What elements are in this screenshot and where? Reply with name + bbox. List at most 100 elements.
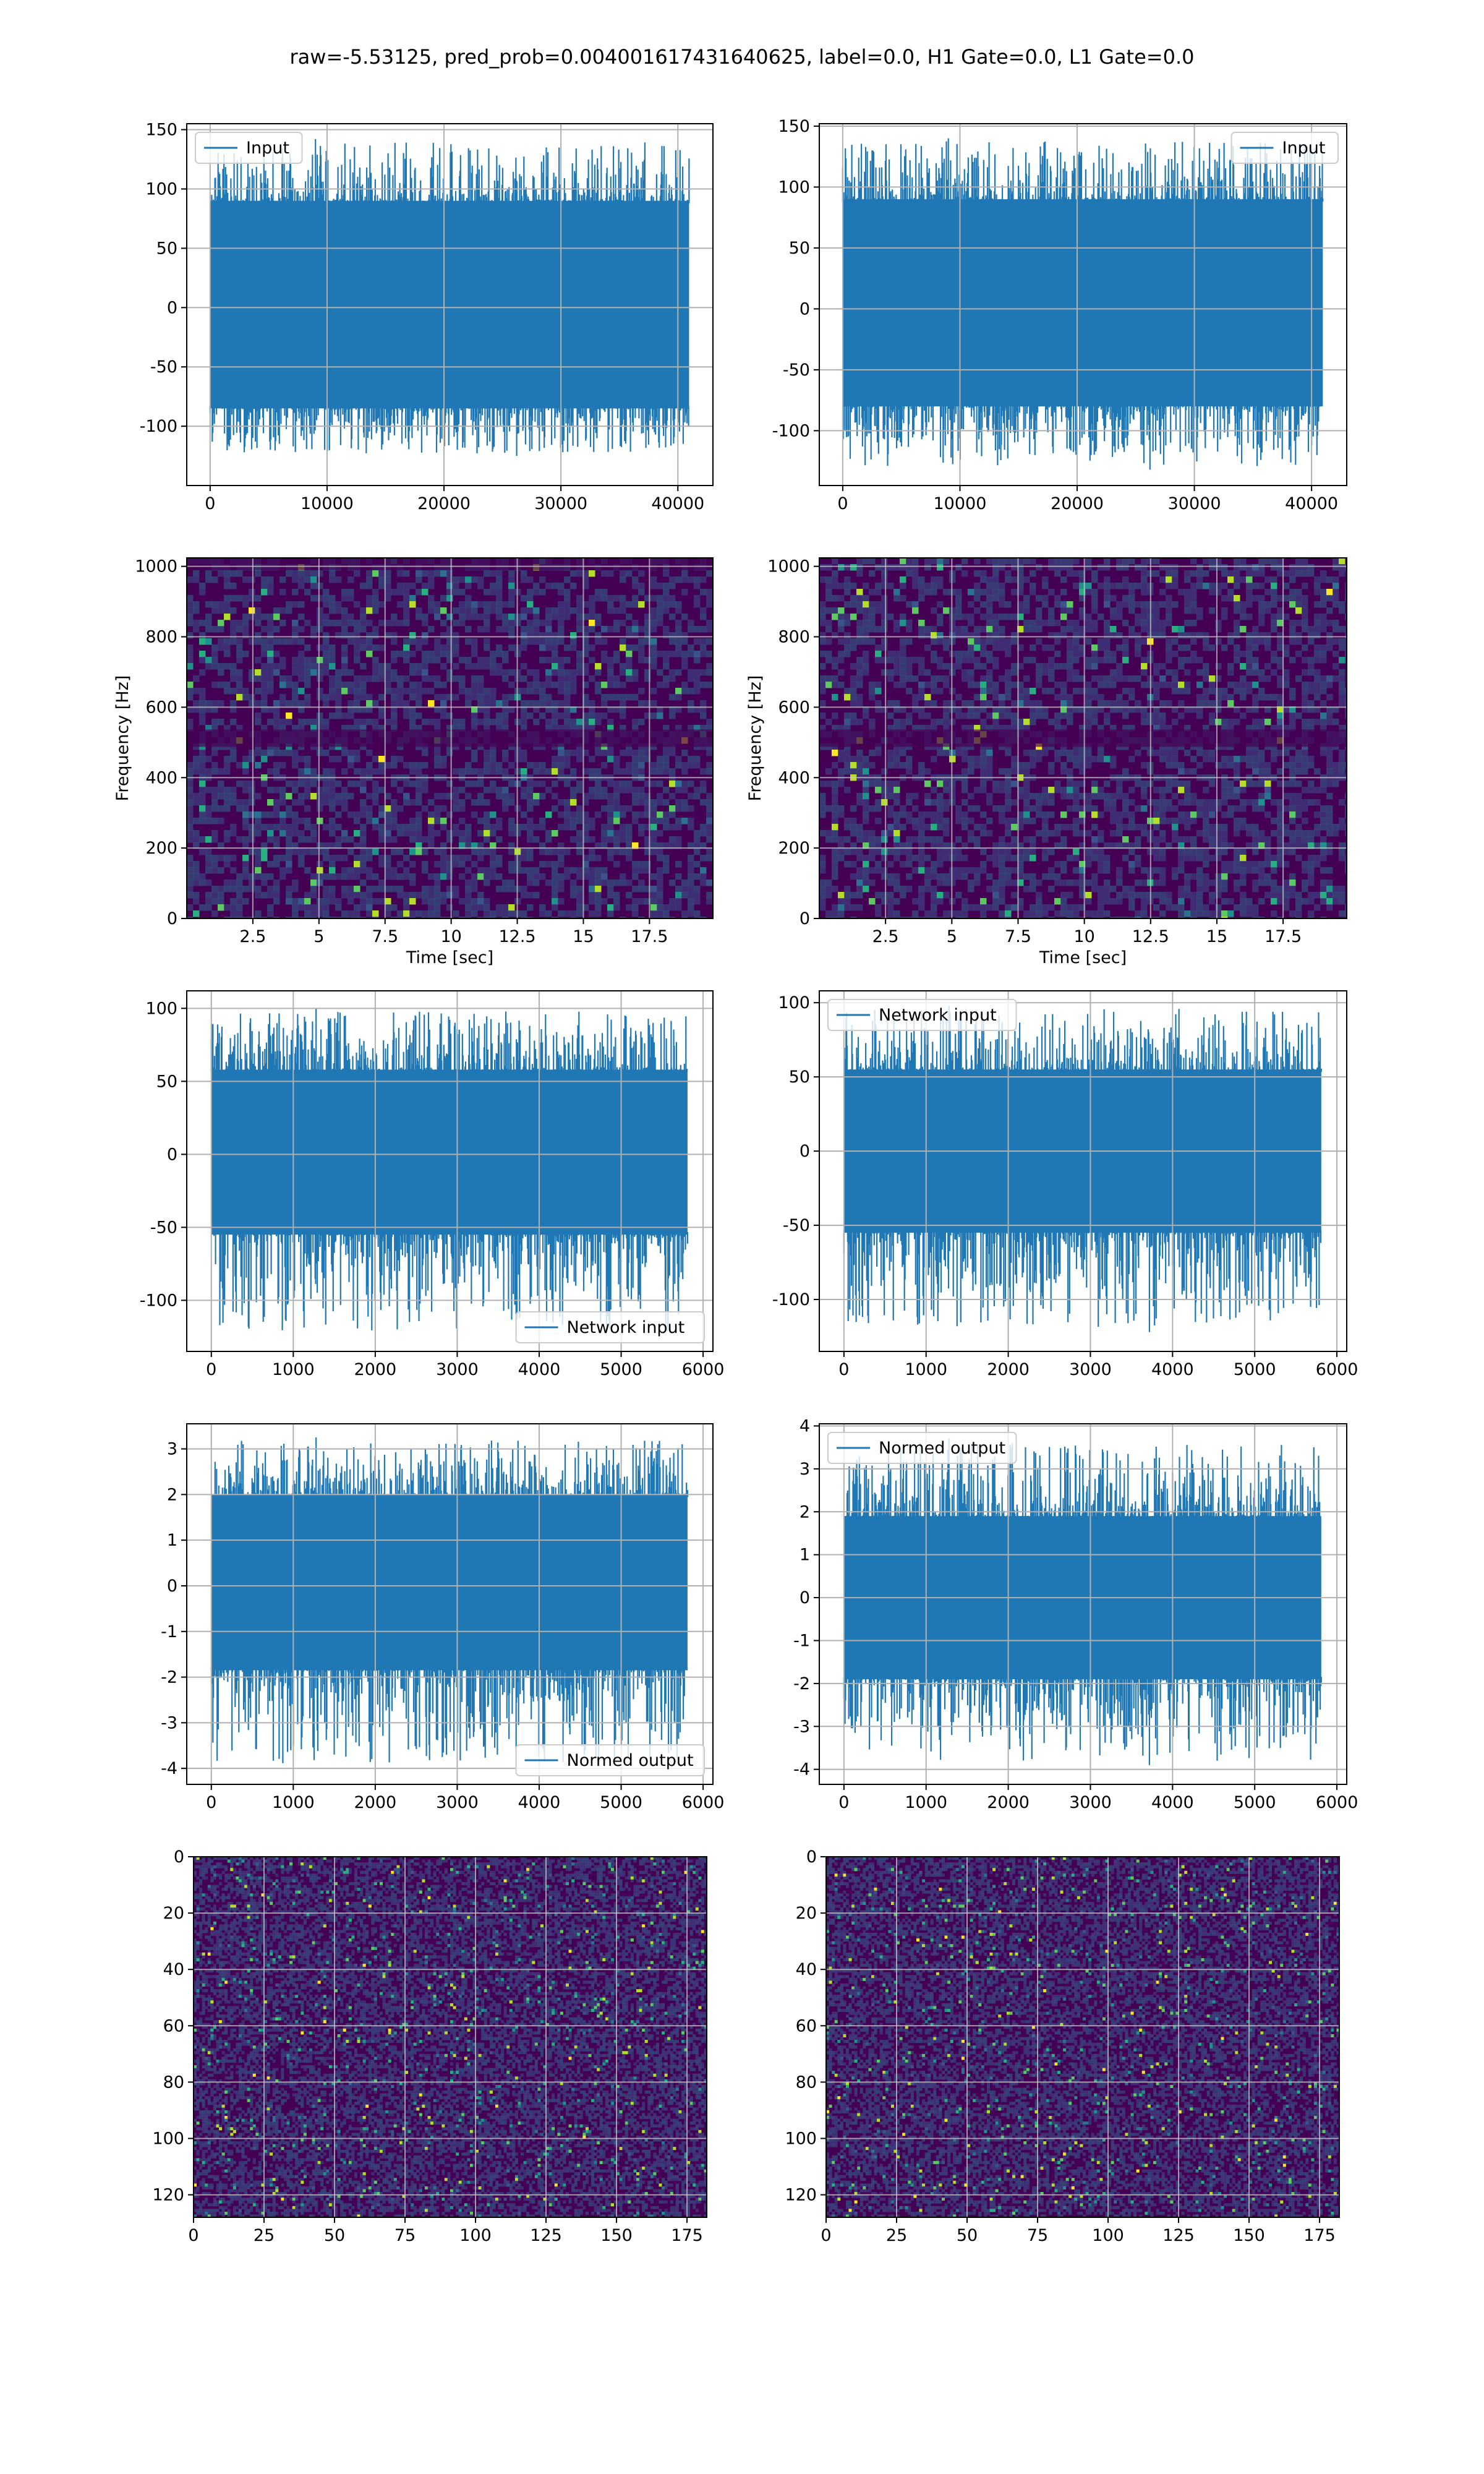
y-tick-label: 100 (145, 999, 177, 1018)
grid (819, 1424, 1347, 1784)
x-tick-label: 5000 (1234, 1793, 1276, 1812)
legend-label: Normed output (567, 1751, 694, 1770)
series-band (842, 199, 1323, 406)
x-tick-label: 25 (254, 2226, 275, 2245)
y-tick-label: 20 (796, 1904, 817, 1923)
y-tick-label: 600 (778, 698, 810, 717)
y-tick-label: 100 (145, 179, 177, 199)
y-tick-label: 0 (174, 1847, 184, 1867)
figure-title: raw=-5.53125, pred_prob=0.00400161743164… (290, 45, 1195, 69)
plot-area (826, 1857, 1339, 2217)
legend: Normed output (827, 1432, 1017, 1464)
x-tick-label: 20000 (417, 494, 471, 513)
x-tick-label: 6000 (1316, 1360, 1358, 1379)
y-tick-label: 800 (778, 628, 810, 647)
x-tick-label: 2.5 (239, 927, 266, 946)
y-tick-label: 1 (800, 1546, 810, 1565)
y-tick-label: -4 (793, 1760, 810, 1779)
y-tick-label: 150 (145, 121, 177, 140)
y-axis-label: Frequency [Hz] (113, 675, 132, 802)
x-tick-label: 3000 (1069, 1793, 1112, 1812)
y-tick-label: -100 (140, 1291, 177, 1310)
plot-area (209, 139, 690, 456)
x-tick-label: 100 (1092, 2226, 1124, 2245)
plot-area (210, 1008, 688, 1337)
grid (187, 991, 713, 1351)
x-tick-label: 0 (206, 1793, 216, 1812)
x-tick-label: 25 (886, 2226, 907, 2245)
legend: Input (1230, 132, 1339, 164)
x-tick-label: 175 (1303, 2226, 1336, 2245)
y-tick-label: -50 (150, 357, 177, 377)
y-tick-label: -50 (783, 1216, 810, 1235)
x-tick-label: 2.5 (872, 927, 899, 946)
y-tick-label: 100 (785, 2129, 817, 2148)
y-tick-label: 400 (778, 768, 810, 787)
y-tick-label: 50 (789, 239, 810, 258)
grid (187, 124, 713, 486)
x-tick-label: 100 (459, 2226, 492, 2245)
x-tick-label: 6000 (682, 1360, 725, 1379)
y-tick-label: 0 (167, 298, 177, 317)
x-tick-label: 30000 (1168, 494, 1221, 513)
x-tick-label: 7.5 (372, 927, 398, 946)
y-tick-label: -100 (772, 1290, 810, 1309)
y-tick-label: 4 (800, 1416, 810, 1436)
axes-frame (819, 1423, 1347, 1785)
subplot-r0c1: 0 10000 20000 30000 40000 -100 -50 0 50 100 150 Inp… (772, 117, 1347, 513)
x-axis-label: Time [sec] (406, 948, 493, 967)
x-tick-label: 175 (671, 2226, 703, 2245)
y-tick-label: -50 (783, 361, 810, 380)
series-band (210, 200, 689, 409)
x-axis-label: Time [sec] (1039, 948, 1127, 967)
y-tick-label: 0 (167, 909, 177, 928)
x-tick-label: 125 (530, 2226, 562, 2245)
axes-frame (193, 1856, 707, 2218)
subplot-r1c0: 2.5 5 7.5 10 12.5 15 17.5 0 200 400 600 800 1000 Time… (113, 557, 714, 967)
x-tick-label: 125 (1162, 2226, 1195, 2245)
y-tick-label: 200 (145, 839, 177, 858)
x-tick-label: 17.5 (1264, 927, 1302, 946)
y-tick-label: 80 (796, 2073, 817, 2092)
x-tick-label: 5 (313, 927, 324, 946)
heatmap-cells (826, 1857, 1339, 2217)
y-tick-label: -2 (793, 1674, 810, 1693)
y-tick-label: 0 (800, 1142, 810, 1161)
x-tick-label: 0 (188, 2226, 198, 2245)
x-tick-label: 0 (821, 2226, 831, 2245)
subplot-r2c0: 0 1000 2000 3000 4000 5000 6000 -100 -50 0 50 100 Ne… (140, 990, 725, 1379)
y-tick-label: -1 (161, 1622, 177, 1641)
y-tick-label: 120 (152, 2186, 184, 2205)
y-tick-label: 400 (145, 768, 177, 787)
x-tick-label: 75 (1027, 2226, 1048, 2245)
y-tick-label: -3 (161, 1713, 177, 1732)
x-tick-label: 12.5 (498, 927, 535, 946)
x-tick-label: 5000 (1234, 1360, 1276, 1379)
y-tick-label: 600 (145, 698, 177, 717)
x-tick-label: 20000 (1051, 494, 1104, 513)
y-tick-label: 0 (167, 1145, 177, 1164)
x-tick-label: 4000 (518, 1360, 561, 1379)
y-tick-label: 60 (163, 2016, 184, 2035)
y-tick-label: 40 (163, 1960, 184, 1979)
x-tick-label: 30000 (534, 494, 587, 513)
y-tick-label: -100 (140, 417, 177, 436)
x-tick-label: 150 (1233, 2226, 1265, 2245)
x-tick-label: 0 (206, 1360, 216, 1379)
y-tick-label: 150 (778, 117, 810, 136)
axes-frame (186, 123, 714, 486)
y-tick-label: 0 (800, 1588, 810, 1607)
y-tick-label: 800 (145, 628, 177, 647)
x-tick-label: 12.5 (1132, 927, 1169, 946)
subplots: 0 10000 20000 30000 40000-100-50050100150Inp… (113, 117, 1358, 2245)
legend-label: Input (246, 139, 289, 158)
y-tick-label: 0 (806, 1847, 817, 1867)
legend-label: Network input (567, 1318, 685, 1337)
y-tick-label: 50 (156, 239, 177, 258)
subplot-r3c1: 0 1000 2000 3000 4000 5000 6000 -4 -3 -2 -1 0 1 2 3 4 No… (793, 1416, 1358, 1812)
y-tick-label: 120 (785, 2186, 817, 2205)
x-tick-label: 3000 (1069, 1360, 1112, 1379)
y-tick-label: 3 (167, 1440, 177, 1459)
series-band (211, 1494, 688, 1671)
x-tick-label: 4000 (1151, 1360, 1194, 1379)
